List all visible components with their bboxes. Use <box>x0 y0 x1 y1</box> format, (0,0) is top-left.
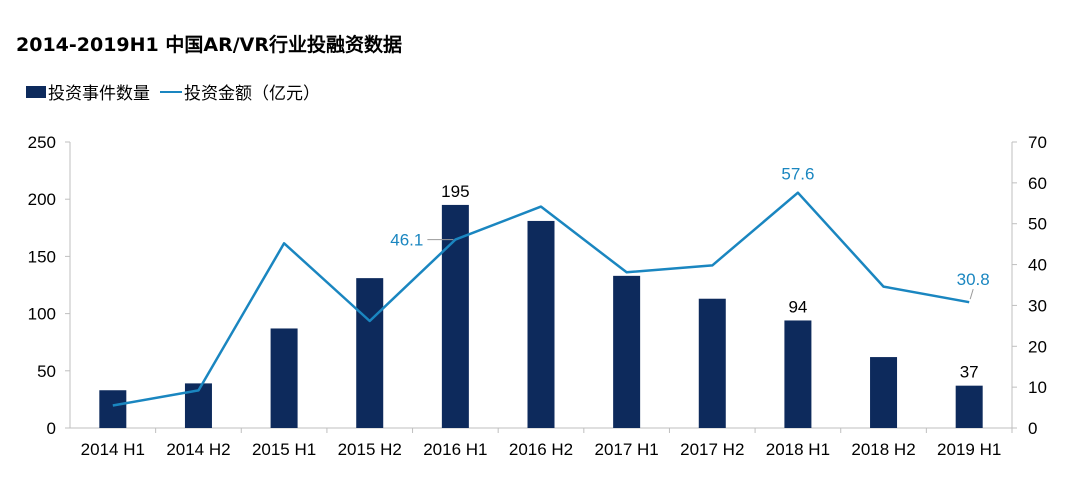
line-label-leader <box>969 289 974 300</box>
line-data-label: 57.6 <box>781 165 814 184</box>
bar <box>527 220 555 428</box>
bar <box>613 275 641 428</box>
bar-data-label: 94 <box>788 297 807 316</box>
bar <box>99 390 127 428</box>
bar <box>870 357 898 428</box>
x-tick-label: 2014 H1 <box>81 440 145 459</box>
x-tick-label: 2014 H2 <box>166 440 230 459</box>
bar <box>356 278 384 428</box>
right-tick-label: 20 <box>1028 337 1047 356</box>
x-tick-label: 2017 H1 <box>594 440 658 459</box>
legend-item-line: 投资金额（亿元） <box>160 79 320 104</box>
x-tick-label: 2016 H2 <box>509 440 573 459</box>
legend-label-line: 投资金额（亿元） <box>184 84 320 104</box>
bar-data-label: 37 <box>960 363 979 382</box>
legend-item-bar: 投资事件数量 <box>26 79 150 104</box>
line-data-label: 30.8 <box>957 270 990 289</box>
bar <box>441 204 469 428</box>
legend-label-bar: 投资事件数量 <box>48 84 150 104</box>
legend: 投资事件数量 投资金额（亿元） <box>26 79 330 104</box>
right-tick-label: 70 <box>1028 133 1047 152</box>
left-tick-label: 250 <box>28 133 56 152</box>
x-tick-label: 2017 H2 <box>680 440 744 459</box>
bar <box>784 320 812 428</box>
right-tick-label: 30 <box>1028 296 1047 315</box>
x-tick-label: 2018 H1 <box>766 440 830 459</box>
x-tick-label: 2015 H1 <box>252 440 316 459</box>
bar-data-label: 195 <box>441 182 469 201</box>
right-tick-label: 60 <box>1028 174 1047 193</box>
x-tick-label: 2018 H2 <box>851 440 915 459</box>
line-data-label: 46.1 <box>390 231 423 250</box>
legend-swatch-line <box>160 90 182 93</box>
x-tick-label: 2015 H2 <box>338 440 402 459</box>
bar <box>698 298 726 428</box>
line-series <box>112 191 970 407</box>
legend-swatch-bar <box>26 85 46 98</box>
right-tick-label: 50 <box>1028 215 1047 234</box>
x-tick-label: 2019 H1 <box>937 440 1001 459</box>
bar <box>955 385 983 428</box>
right-tick-label: 40 <box>1028 256 1047 275</box>
left-tick-label: 50 <box>37 362 56 381</box>
right-tick-label: 0 <box>1028 419 1037 438</box>
left-tick-label: 200 <box>28 190 56 209</box>
left-tick-label: 100 <box>28 305 56 324</box>
chart-title: 2014-2019H1 中国AR/VR行业投融资数据 <box>16 34 402 56</box>
bar <box>270 328 298 428</box>
right-tick-label: 10 <box>1028 378 1047 397</box>
x-tick-label: 2016 H1 <box>423 440 487 459</box>
left-tick-label: 0 <box>47 419 56 438</box>
left-tick-label: 150 <box>28 247 56 266</box>
